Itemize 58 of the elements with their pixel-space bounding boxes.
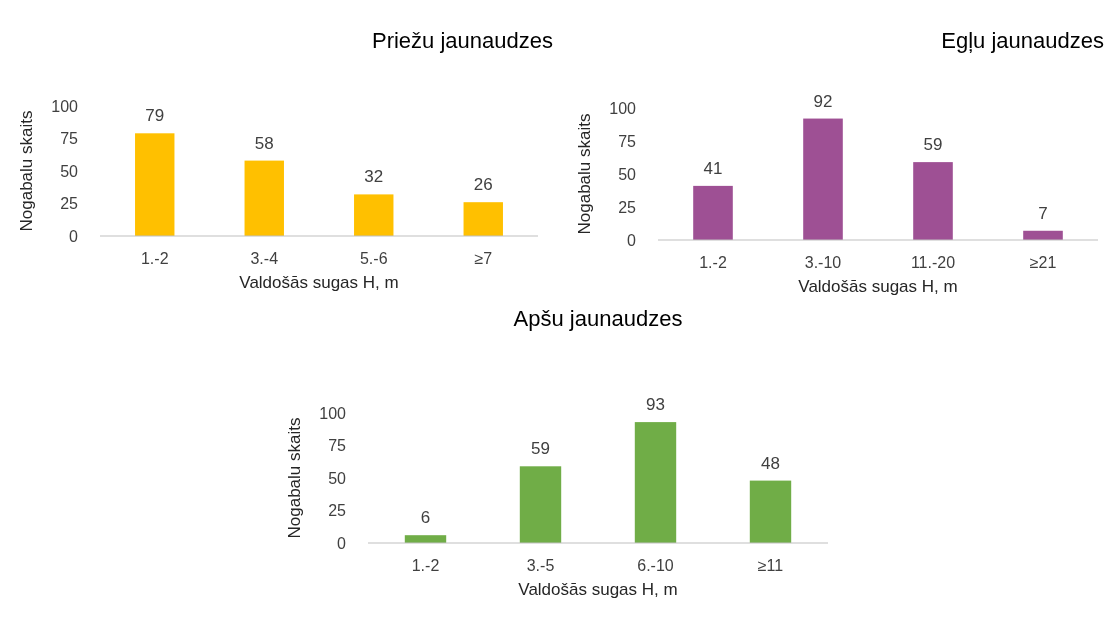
x-tick-label: ≥11 [757,557,784,574]
bar [244,160,284,236]
x-tick-label: 3.-5 [526,557,555,574]
x-tick-label: 1.-2 [140,250,169,267]
data-label: 48 [761,453,780,473]
y-axis-title: Nogabalu skaits [575,113,594,235]
data-label: 41 [703,158,723,178]
y-tick-label: 50 [60,162,79,180]
data-label: 93 [646,395,665,415]
x-tick-label: 3.-10 [804,254,842,271]
bar [749,480,792,543]
y-tick-label: 50 [328,469,347,487]
data-label: 79 [145,106,165,126]
data-label: 26 [473,175,493,195]
y-tick-label: 100 [319,404,347,422]
chart-title: Egļu jaunaudzes [941,28,1104,53]
y-tick-label: 0 [627,231,637,249]
bar [135,133,175,236]
bar [634,422,677,543]
x-axis-title: Valdošās sugas H, m [798,277,958,296]
data-label: 6 [420,508,431,528]
bar [803,118,843,240]
chart-title: Apšu jaunaudzes [513,306,683,331]
y-tick-label: 75 [618,132,637,150]
data-label: 7 [1038,203,1048,223]
bar [354,194,394,236]
bar [913,162,953,240]
x-tick-label: 1.-2 [411,557,440,574]
y-axis-title: Nogabalu skaits [285,417,304,539]
x-axis-title: Valdošās sugas H, m [518,580,678,599]
y-tick-label: 25 [60,195,79,213]
x-tick-label: ≥7 [474,250,493,267]
x-tick-label: ≥21 [1029,254,1057,271]
y-tick-label: 100 [609,99,637,117]
y-tick-label: 75 [328,437,347,455]
y-tick-label: 50 [618,165,637,183]
chart-title: Priežu jaunaudzes [371,28,553,53]
data-label: 59 [531,439,550,459]
x-tick-label: 1.-2 [699,254,727,271]
bar [463,202,503,236]
data-label: 32 [364,167,384,187]
x-tick-label: 5.-6 [359,250,388,267]
data-label: 59 [923,135,943,155]
y-tick-label: 100 [51,97,79,115]
bar [693,185,733,240]
y-tick-label: 0 [69,227,79,245]
data-label: 58 [254,133,274,153]
x-tick-label: 3.-4 [250,250,279,267]
y-tick-label: 25 [618,198,637,216]
x-axis-title: Valdošās sugas H, m [239,273,399,292]
x-tick-label: 11.-20 [910,254,956,271]
y-tick-label: 0 [337,534,347,552]
y-tick-label: 25 [328,502,347,520]
data-label: 92 [813,91,833,111]
y-tick-label: 75 [60,130,79,148]
x-tick-label: 6.-10 [637,557,674,574]
bar [519,466,562,543]
y-axis-title: Nogabalu skaits [17,110,36,232]
